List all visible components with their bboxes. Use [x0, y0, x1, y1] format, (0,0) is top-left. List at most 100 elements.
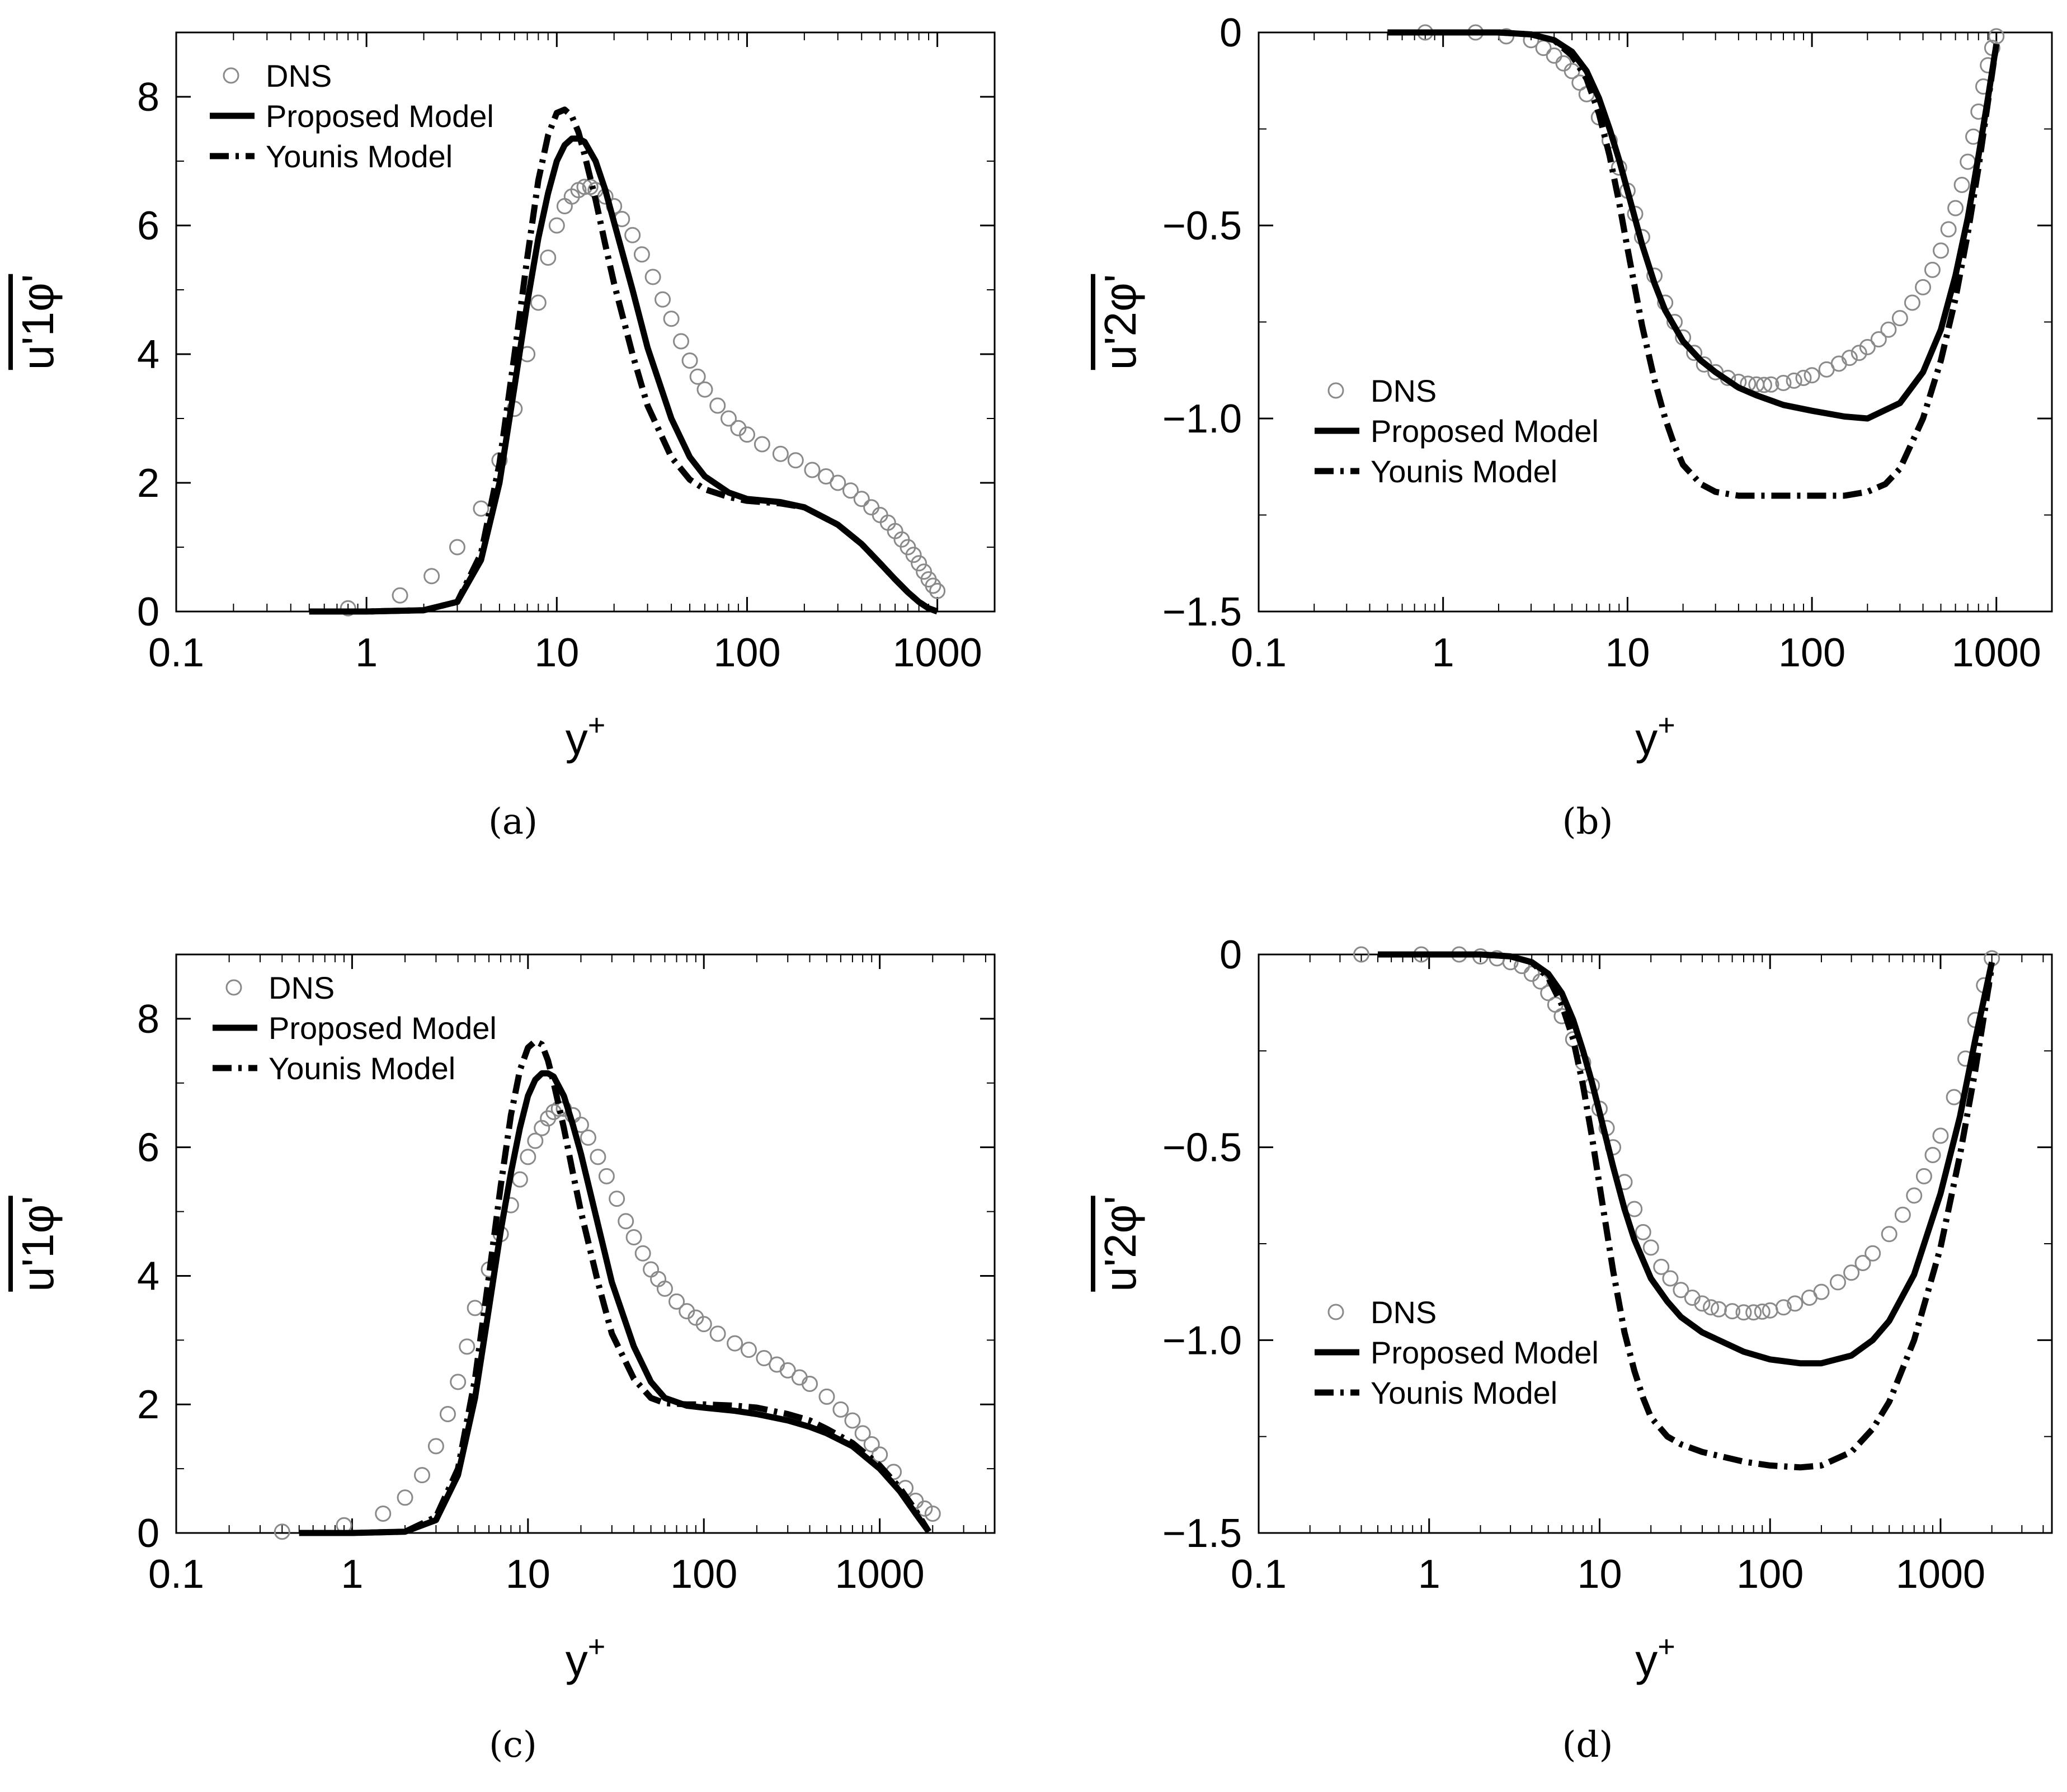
panel-caption: (c) — [489, 1724, 537, 1766]
dns-point — [1894, 1206, 1911, 1223]
legend-label: Younis Model — [1371, 454, 1557, 489]
dns-point — [1703, 1299, 1720, 1316]
y-tick-label: 4 — [137, 1254, 159, 1299]
series-younis-model — [1378, 951, 1995, 1471]
dns-point — [929, 582, 946, 599]
y-tick-label: −0.5 — [1162, 204, 1242, 248]
dns-point — [779, 1362, 796, 1379]
dns-point — [423, 568, 440, 585]
dns-point — [340, 600, 356, 617]
legend-label: DNS — [1371, 373, 1437, 408]
dns-point — [1662, 1270, 1679, 1287]
dns-point — [1946, 1089, 1962, 1106]
dns-point — [772, 445, 789, 462]
dns-point — [427, 1438, 444, 1455]
series-proposed-model — [299, 1070, 931, 1536]
y-axis-label: u'1φ' — [13, 274, 63, 370]
plot-frame — [1258, 953, 2053, 1534]
dns-point — [1851, 345, 1867, 361]
dns-point — [1891, 310, 1908, 327]
plot-frame — [1258, 31, 2053, 613]
dns-point — [643, 1261, 660, 1278]
x-tick-label: 1 — [1418, 1552, 1440, 1597]
y-tick-label: −1.5 — [1162, 590, 1242, 634]
dns-point — [905, 547, 922, 563]
dns-point — [1924, 261, 1941, 278]
dns-point — [1864, 1245, 1881, 1262]
panel-caption: (d) — [1562, 1724, 1613, 1766]
dns-point — [655, 291, 671, 308]
dns-point — [1813, 1283, 1830, 1300]
dns-point — [1775, 1299, 1792, 1316]
dns-point — [530, 294, 547, 311]
dns-point — [1653, 1258, 1670, 1275]
series-proposed-model — [1378, 951, 1995, 1367]
dns-point — [1953, 177, 1970, 194]
dns-point — [1754, 1303, 1771, 1320]
dns-point — [720, 410, 737, 427]
panel-caption: (a) — [488, 801, 538, 843]
y-tick-label: 6 — [137, 204, 159, 248]
x-tick-label: 0.1 — [1231, 1552, 1287, 1597]
dns-point — [844, 1412, 861, 1429]
y-tick-label: 0 — [1220, 933, 1242, 977]
dns-point — [1947, 200, 1964, 217]
dns-point — [709, 397, 726, 414]
dns-point — [1686, 345, 1703, 361]
dns-point — [511, 1171, 528, 1188]
dns-point — [392, 587, 408, 604]
x-minor-ticks — [1309, 954, 2044, 1533]
dns-point — [740, 1342, 757, 1358]
legend: DNS Proposed Model Younis Model — [1315, 373, 1599, 489]
dns-point — [1859, 338, 1876, 355]
y-axis-label: u'2φ' — [1095, 1196, 1145, 1291]
legend-label: Younis Model — [269, 1051, 455, 1086]
x-tick-label: 1 — [341, 1552, 363, 1597]
dns-point — [618, 1213, 634, 1230]
x-tick-label: 100 — [670, 1552, 737, 1597]
dns-point — [1960, 153, 1976, 170]
dns-point — [1915, 279, 1932, 295]
dns-point — [633, 246, 650, 263]
x-tick-label: 1000 — [835, 1552, 925, 1597]
legend-label: Proposed Model — [1371, 1335, 1599, 1370]
legend: DNS Proposed Model Younis Model — [1315, 1295, 1599, 1410]
x-tick-label: 100 — [1778, 631, 1845, 675]
dns-point — [754, 436, 770, 453]
dns-point — [1724, 1303, 1741, 1320]
x-tick-label: 1000 — [1952, 631, 2041, 675]
x-tick-label: 0.1 — [1231, 631, 1287, 675]
dns-point — [1775, 375, 1792, 392]
dns-point — [1635, 1224, 1651, 1240]
dns-point — [863, 499, 880, 516]
dns-point — [598, 1168, 615, 1184]
series-dns — [1417, 24, 2005, 393]
dns-point — [818, 1388, 835, 1405]
x-tick-label: 100 — [713, 631, 780, 675]
dns-point — [924, 1506, 941, 1522]
dns-point — [1906, 1187, 1923, 1204]
dns-point — [1642, 1239, 1659, 1256]
dns-point — [1915, 1168, 1932, 1184]
dns-point — [274, 1523, 290, 1540]
legend: DNS Proposed Model Younis Model — [210, 58, 494, 174]
dns-point — [689, 368, 706, 385]
legend-dns-marker — [223, 67, 239, 84]
dns-point — [1870, 331, 1887, 348]
dns-point — [1988, 28, 2005, 45]
dns-point — [1763, 376, 1779, 393]
x-minor-ticks — [1313, 32, 1989, 612]
dns-point — [916, 563, 933, 580]
dns-point — [634, 1245, 651, 1262]
dns-point — [842, 482, 859, 499]
dns-point — [414, 1467, 431, 1484]
series-dns — [1353, 946, 2000, 1321]
dns-point — [1535, 40, 1552, 57]
dns-point — [1546, 47, 1562, 64]
chart-panel-b: 0.1 1 10 100 1000 0 −0.5 −1.0 −1.5 y+ u'2φ' DNS Prop… — [1095, 11, 2053, 843]
dns-point — [520, 1149, 536, 1165]
dns-point — [854, 1425, 871, 1442]
y-axis-label: u'2φ' — [1095, 274, 1145, 370]
dns-point — [791, 1369, 808, 1386]
dns-point — [556, 198, 573, 214]
